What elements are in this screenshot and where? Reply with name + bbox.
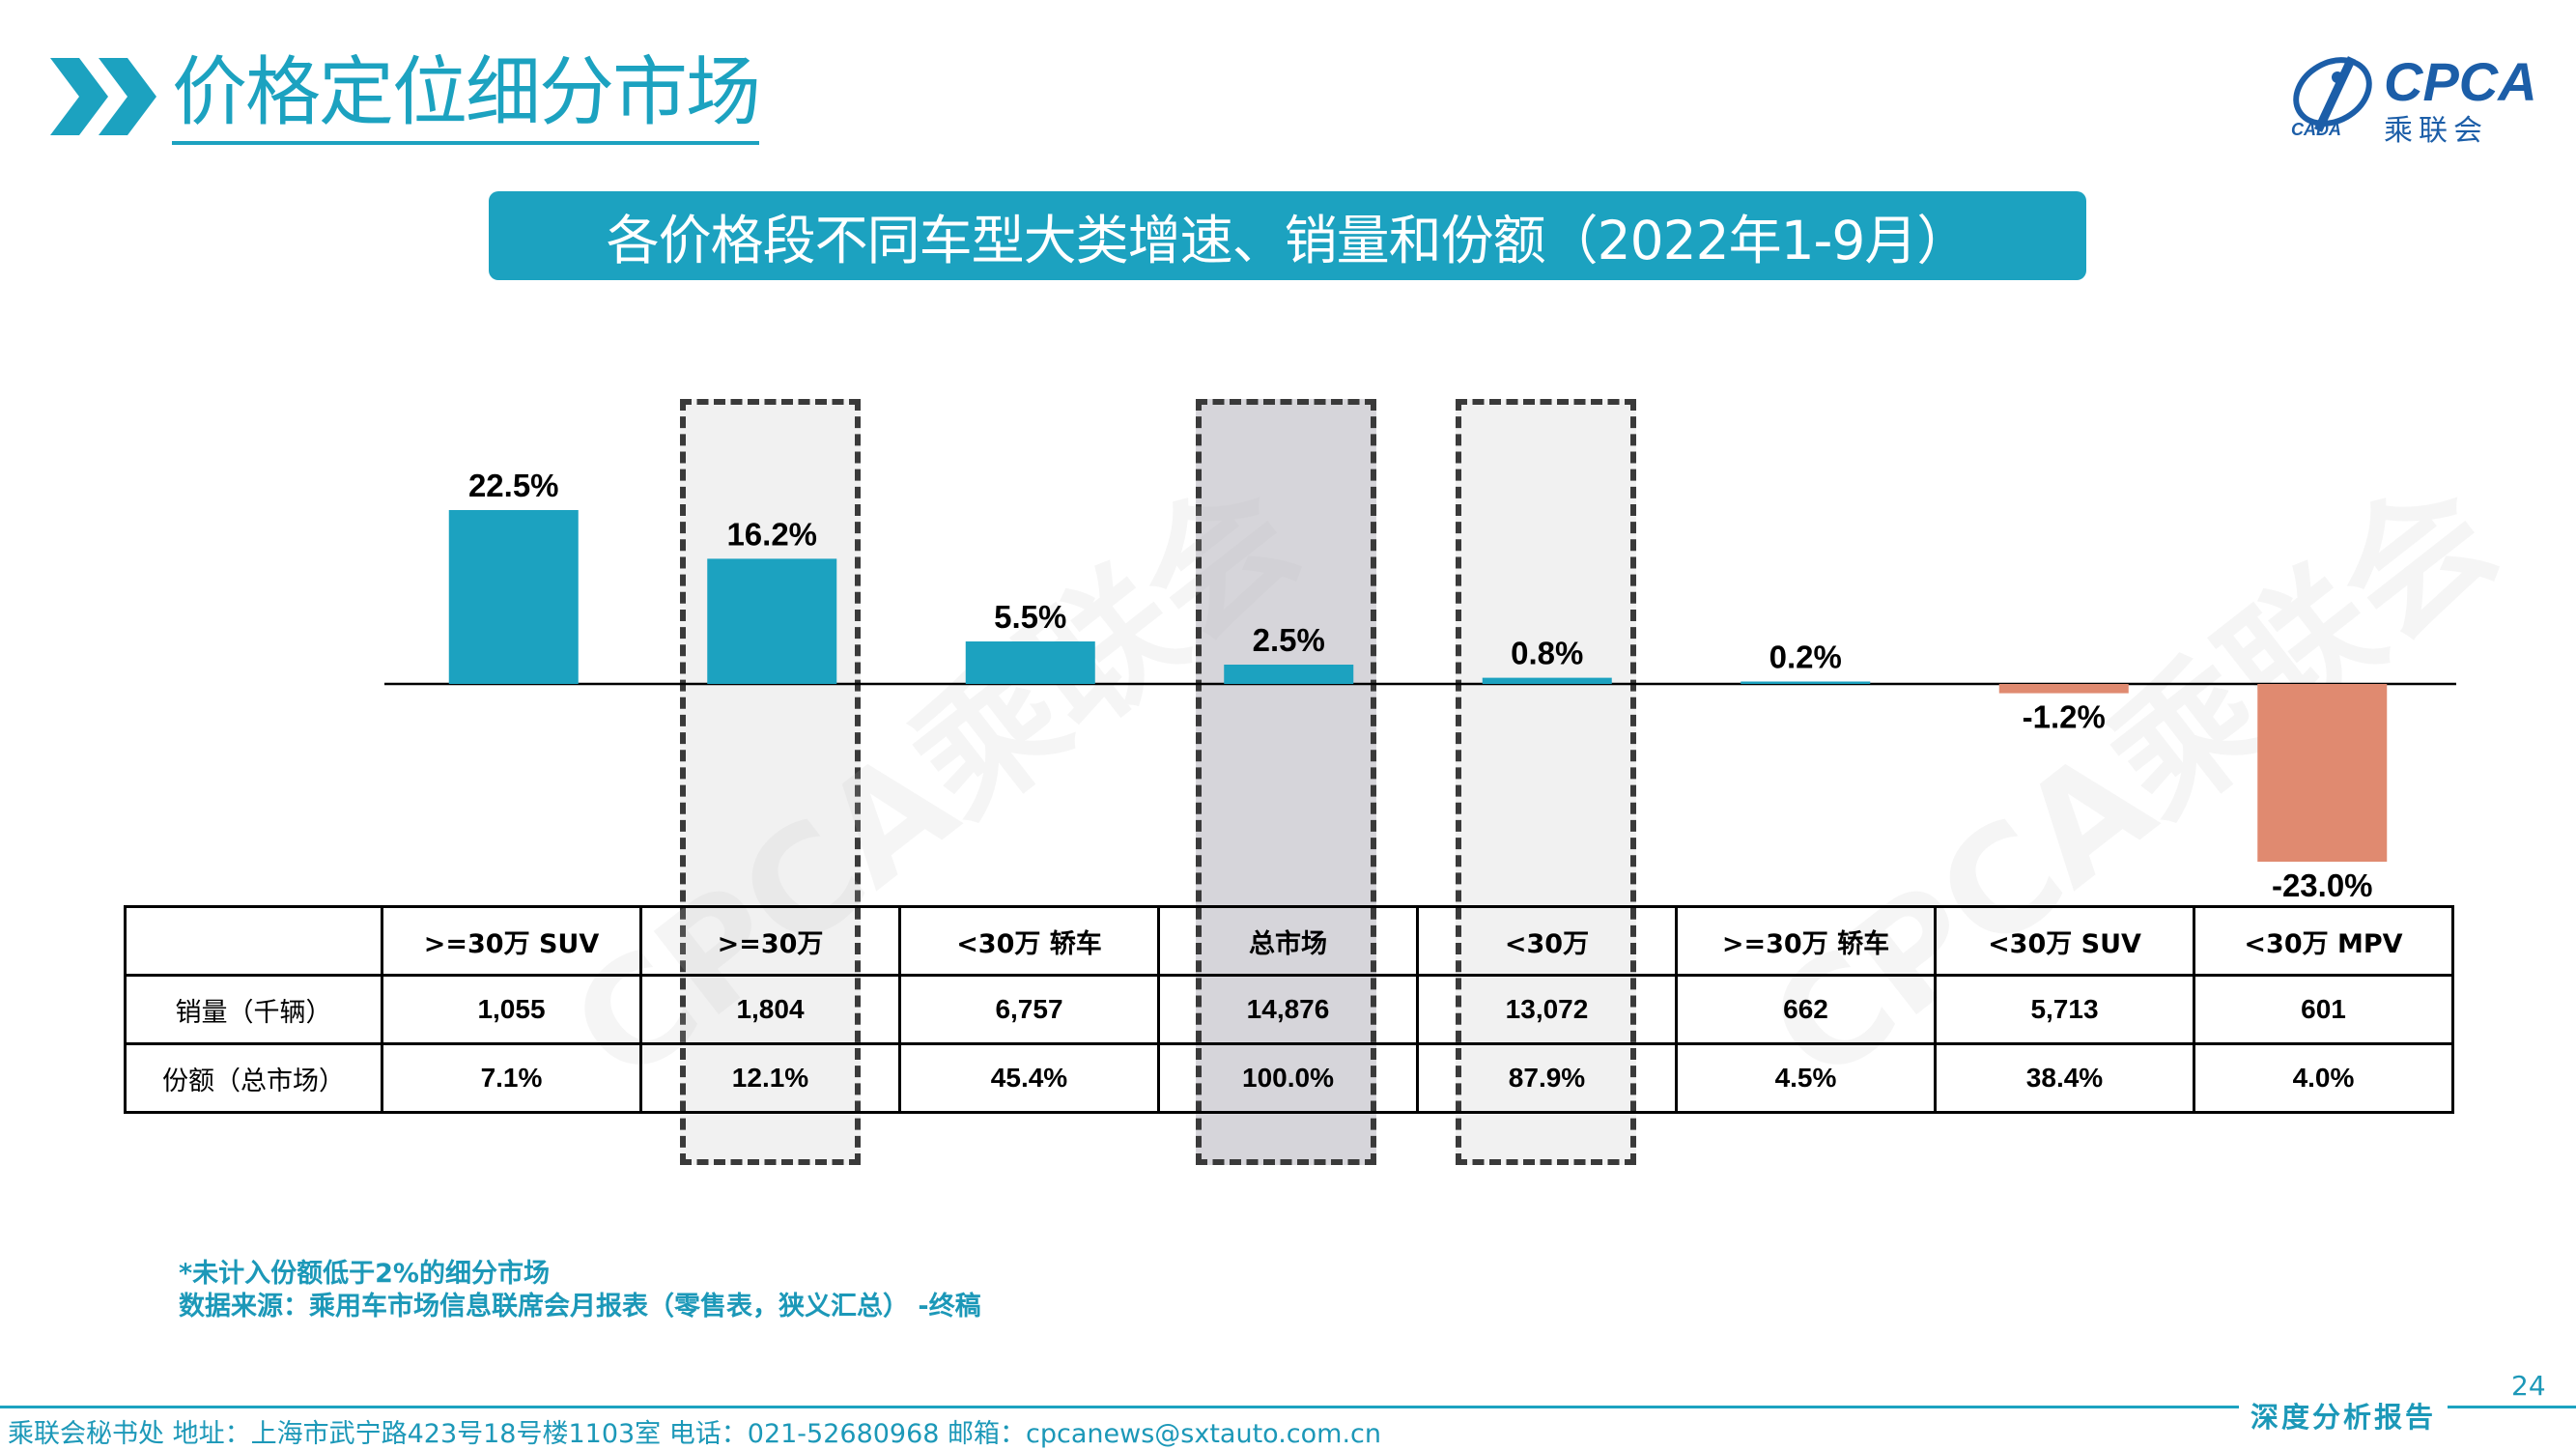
- bar-2: [965, 641, 1095, 684]
- table-row-sales: 销量（千辆） 1,055 1,804 6,757 14,876 13,072 6…: [124, 974, 2454, 1045]
- cpca-logo-icon: [2293, 56, 2372, 132]
- logo-sub-text: CADA: [2291, 120, 2341, 139]
- table-cell: 662: [1675, 974, 1937, 1045]
- table-cell: 38.4%: [1934, 1042, 2195, 1114]
- bar-value-label-0: 22.5%: [468, 468, 559, 503]
- table-cell: 4.5%: [1675, 1042, 1937, 1114]
- page-number: 24: [2511, 1370, 2546, 1402]
- table-header-cell: <30万 SUV: [1934, 905, 2195, 977]
- bar-value-label-7: -23.0%: [2272, 867, 2373, 903]
- table-header-cell: 总市场: [1157, 905, 1419, 977]
- bar-value-label-2: 5.5%: [994, 599, 1066, 635]
- bar-7: [2257, 684, 2388, 862]
- table-cell: 87.9%: [1416, 1042, 1678, 1114]
- table-header-cell: >=30万 轿车: [1675, 905, 1937, 977]
- footnote-exclusion: *未计入份额低于2%的细分市场: [179, 1259, 550, 1289]
- table-header-cell: <30万 MPV: [2193, 905, 2454, 977]
- chart-title-banner: 各价格段不同车型大类增速、销量和份额（2022年1-9月）: [489, 191, 2086, 280]
- bar-6: [1998, 684, 2129, 694]
- table-header-cell: >=30万: [639, 905, 901, 977]
- bar-1: [707, 558, 837, 684]
- bar-value-label-4: 0.8%: [1511, 636, 1583, 671]
- logo-chinese-text: 乘联会: [2384, 114, 2488, 148]
- bar-value-label-5: 0.2%: [1769, 640, 1842, 675]
- table-cell: 1,055: [381, 974, 642, 1045]
- bar-4: [1482, 677, 1612, 684]
- table-row-share: 份额（总市场） 7.1% 12.1% 45.4% 100.0% 87.9% 4.…: [124, 1042, 2454, 1114]
- logo-text: CPCA: [2384, 51, 2537, 112]
- table-header-cell: <30万 轿车: [898, 905, 1160, 977]
- table-cell: 14,876: [1157, 974, 1419, 1045]
- bar-3: [1224, 665, 1354, 684]
- table-header-cell: <30万: [1416, 905, 1678, 977]
- bar-0: [448, 510, 579, 684]
- footer-contact: 乘联会秘书处 地址：上海市武宁路423号18号楼1103室 电话：021-526…: [8, 1419, 1382, 1449]
- page-title: 价格定位细分市场: [172, 46, 761, 145]
- table-cell: 12.1%: [639, 1042, 901, 1114]
- table-header-row: >=30万 SUV >=30万 <30万 轿车 总市场 <30万 >=30万 轿…: [124, 905, 2454, 977]
- table-cell: 5,713: [1934, 974, 2195, 1045]
- table-cell: 13,072: [1416, 974, 1678, 1045]
- table-cell: 4.0%: [2193, 1042, 2454, 1114]
- table-cell: 1,804: [639, 974, 901, 1045]
- table-cell: 100.0%: [1157, 1042, 1419, 1114]
- footnote-source: 数据来源：乘用车市场信息联席会月报表（零售表，狭义汇总） -终稿: [179, 1292, 981, 1322]
- data-table: >=30万 SUV >=30万 <30万 轿车 总市场 <30万 >=30万 轿…: [124, 905, 2454, 1114]
- table-cell: 601: [2193, 974, 2454, 1045]
- table-header-cell: >=30万 SUV: [381, 905, 642, 977]
- row-label: 销量（千辆）: [124, 974, 383, 1045]
- bar-value-label-3: 2.5%: [1253, 622, 1325, 658]
- bar-5: [1741, 681, 1871, 684]
- report-tag: 深度分析报告: [2239, 1395, 2449, 1436]
- row-label: 份额（总市场）: [124, 1042, 383, 1114]
- footer-divider: [0, 1406, 2576, 1408]
- bar-value-label-1: 16.2%: [726, 516, 817, 552]
- table-header-cell: [124, 905, 383, 977]
- table-cell: 45.4%: [898, 1042, 1160, 1114]
- table-cell: 6,757: [898, 974, 1160, 1045]
- table-cell: 7.1%: [381, 1042, 642, 1114]
- chevron-arrows-icon: [50, 58, 156, 135]
- bar-value-label-6: -1.2%: [2023, 699, 2106, 735]
